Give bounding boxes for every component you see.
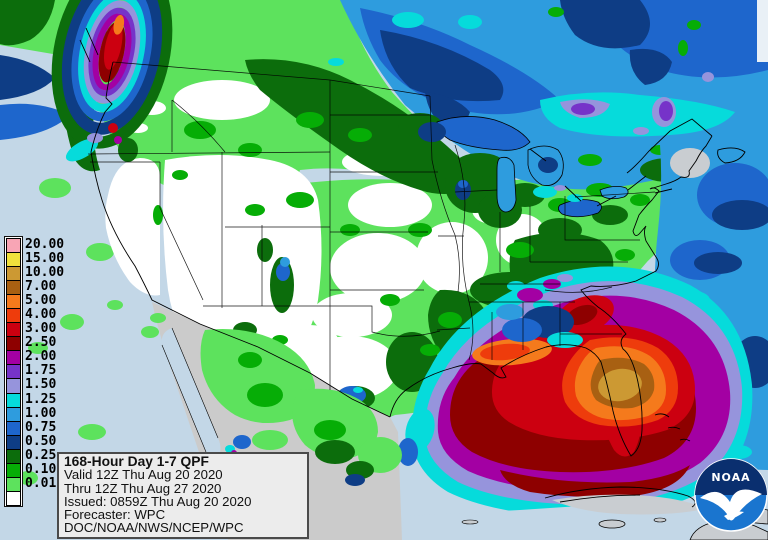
canada-precip: [287, 0, 768, 190]
legend-value-label: 1.75: [25, 363, 57, 379]
legend-swatch: [6, 238, 21, 254]
legend-swatch: [6, 420, 21, 436]
legend-value-label: 0.50: [25, 433, 57, 449]
legend-swatch: [6, 378, 21, 394]
legend-swatch: [6, 434, 21, 450]
legend-swatch: [6, 350, 21, 366]
legend-swatch: [6, 308, 21, 324]
legend-value-label: 1.50: [25, 377, 57, 393]
forecaster: Forecaster: WPC: [64, 507, 166, 523]
legend-value-label: 4.00: [25, 307, 57, 323]
caribbean-edge: [402, 486, 768, 540]
legend-swatch: [6, 364, 21, 380]
issued-time: Issued: 0859Z Thu Aug 20 2020: [64, 493, 252, 509]
legend-swatch: [6, 266, 21, 282]
legend-value-label: 2.50: [25, 335, 57, 351]
agency-line: DOC/NOAA/NWS/NCEP/WPC: [64, 520, 244, 536]
legend-value-label: 5.00: [25, 293, 57, 309]
legend-value-label: 1.00: [25, 405, 57, 421]
legend-swatch: [6, 476, 21, 492]
qpf-legend-labels: 20.00 15.00 10.00 7.00 5.00 4.00 3.00 2.50 2.00 1…: [25, 237, 65, 491]
legend-value-label: 15.00: [25, 251, 65, 267]
gulf-hurricane-system: [398, 266, 753, 517]
noaa-emblem-icon: [694, 458, 768, 532]
qpf-legend-bars: [4, 236, 23, 507]
legend-swatch: [6, 406, 21, 422]
legend-swatch: [6, 280, 21, 296]
legend-swatch: [6, 336, 21, 352]
product-title: 168-Hour Day 1-7 QPF: [64, 454, 209, 469]
legend-value-label: 0.01: [25, 475, 57, 491]
noaa-logo-text: NOAA: [711, 471, 751, 484]
gulf-of-maine-gray-spot: [670, 148, 710, 178]
legend-swatch: [6, 490, 21, 506]
valid-time: Valid 12Z Thu Aug 20 2020: [64, 467, 223, 483]
legend-swatch: [6, 294, 21, 310]
thru-time: Thru 12Z Thu Aug 27 2020: [64, 480, 222, 496]
legend-value-label: 0.10: [25, 461, 57, 477]
legend-value-label: 1.25: [25, 391, 57, 407]
coastline: [90, 61, 746, 457]
forecast-info-box: 168-Hour Day 1-7 QPF Valid 12Z Thu Aug 2…: [57, 452, 309, 539]
state-borders: [87, 61, 656, 390]
legend-value-label: 7.00: [25, 279, 57, 295]
legend-value-label: 0.25: [25, 447, 57, 463]
legend-value-label: 20.00: [25, 237, 65, 252]
legend-value-label: 2.00: [25, 349, 57, 365]
legend-value-label: 10.00: [25, 265, 65, 281]
legend-swatch: [6, 462, 21, 478]
legend-swatch: [6, 252, 21, 268]
domain-edge-strip: [757, 0, 768, 62]
noaa-logo: NOAA: [694, 458, 768, 532]
pacific-nw-precip: [0, 0, 173, 162]
legend-value-label: 0.75: [25, 419, 57, 435]
legend-value-label: 3.00: [25, 321, 57, 337]
legend-swatch: [6, 392, 21, 408]
legend-swatch: [6, 322, 21, 338]
legend-swatch: [6, 448, 21, 464]
great-lakes: [418, 116, 629, 218]
